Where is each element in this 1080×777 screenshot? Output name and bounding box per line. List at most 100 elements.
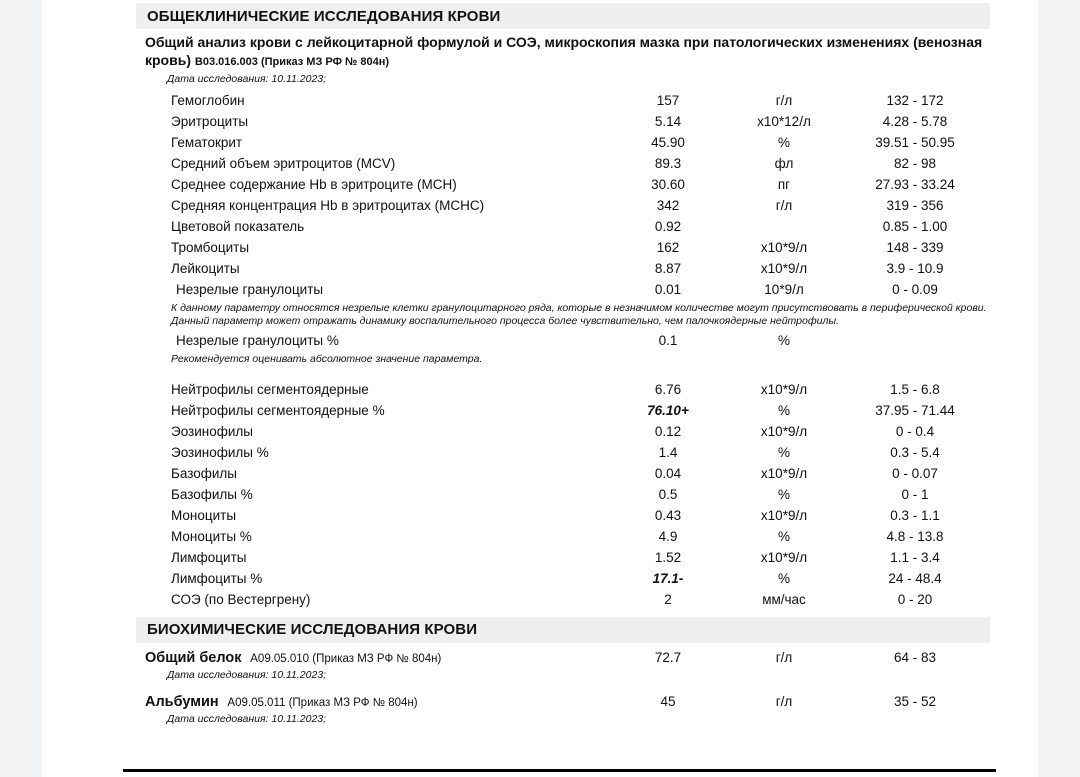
test-value: 0.12 bbox=[654, 423, 682, 439]
section-title: ОБЩЕКЛИНИЧЕСКИЕ ИССЛЕДОВАНИЯ КРОВИ bbox=[147, 7, 501, 25]
test-row: Гемоглобин 157 г/л 132 - 172 bbox=[136, 90, 990, 111]
reference-range: 82 - 98 bbox=[893, 156, 937, 171]
reference-range: 27.93 - 33.24 bbox=[875, 177, 955, 192]
test-row: Моноциты 0.43 х10*9/л 0.3 - 1.1 bbox=[136, 505, 990, 526]
test-unit: х10*9/л bbox=[760, 240, 808, 255]
test-value: 76.10+ bbox=[647, 402, 689, 418]
reference-range: 1.5 - 6.8 bbox=[890, 381, 940, 397]
test-name: Эритроциты bbox=[171, 114, 249, 129]
test-name: Лимфоциты bbox=[171, 549, 247, 565]
reference-range: 37.95 - 71.44 bbox=[875, 402, 955, 418]
test-name: Базофилы % bbox=[171, 486, 253, 502]
test-name: Незрелые гранулоциты bbox=[176, 282, 324, 297]
test-row: Эритроциты 5.14 х10*12/л 4.28 - 5.78 bbox=[136, 111, 990, 132]
test-row: Незрелые гранулоциты 0.01 10*9/л 0 - 0.0… bbox=[136, 279, 990, 300]
test-unit: фл bbox=[774, 156, 794, 171]
test-name: Средний объем эритроцитов (MCV) bbox=[171, 156, 396, 171]
test-row: СОЭ (по Вестергрену) 2 мм/час 0 - 20 bbox=[136, 589, 990, 610]
reference-range: 3.9 - 10.9 bbox=[886, 261, 944, 276]
section-header-biochemistry: БИОХИМИЧЕСКИЕ ИССЛЕДОВАНИЯ КРОВИ bbox=[136, 616, 990, 643]
reference-range: 24 - 48.4 bbox=[888, 570, 942, 586]
biochemistry-test-row: Общий белок А09.05.010 (Приказ МЗ РФ № 8… bbox=[136, 650, 990, 666]
test-name-cell: Общий белок А09.05.010 (Приказ МЗ РФ № 8… bbox=[136, 650, 608, 666]
test-value: 342 bbox=[656, 198, 680, 213]
test-value: 72.7 bbox=[654, 649, 682, 665]
test-value: 0.43 bbox=[654, 507, 682, 523]
test-name: Тромбоциты bbox=[171, 240, 250, 255]
test-unit: х10*9/л bbox=[760, 261, 808, 276]
test-code: В03.016.003 (Приказ МЗ РФ № 804н) bbox=[194, 55, 390, 68]
test-name: Эозинофилы bbox=[171, 423, 253, 439]
test-unit: г/л bbox=[775, 693, 793, 709]
test-row: Эозинофилы % 1.4 % 0.3 - 5.4 bbox=[136, 442, 990, 463]
results-table: Гемоглобин 157 г/л 132 - 172 Эритроциты … bbox=[136, 90, 990, 610]
test-row: Нейтрофилы сегментоядерные % 76.10+ % 37… bbox=[136, 400, 990, 421]
reference-range: 1.1 - 3.4 bbox=[890, 549, 940, 565]
test-unit: х10*9/л bbox=[760, 423, 808, 439]
study-date: Дата исследования: 10.11.2023; bbox=[167, 668, 327, 681]
test-value: 1.4 bbox=[658, 444, 678, 460]
test-unit: % bbox=[777, 528, 790, 544]
reference-range: 0 - 20 bbox=[897, 591, 933, 607]
reference-range: 0 - 0.4 bbox=[895, 423, 935, 439]
test-unit: х10*9/л bbox=[760, 381, 808, 397]
test-value: 4.9 bbox=[658, 528, 678, 544]
test-row: Лейкоциты 8.87 х10*9/л 3.9 - 10.9 bbox=[136, 258, 990, 279]
test-name: Гемоглобин bbox=[171, 93, 245, 108]
panel-test-title: Общий анализ крови с лейкоцитарной форму… bbox=[145, 34, 985, 71]
test-value: 17.1- bbox=[652, 570, 684, 586]
test-name: Цветовой показатель bbox=[171, 219, 305, 234]
test-value: 0.5 bbox=[658, 486, 678, 502]
reference-range: 132 - 172 bbox=[886, 93, 944, 108]
test-name: Нейтрофилы сегментоядерные bbox=[171, 381, 369, 397]
test-row: Базофилы % 0.5 % 0 - 1 bbox=[136, 484, 990, 505]
test-unit: х10*9/л bbox=[760, 507, 808, 523]
study-date: Дата исследования: 10.11.2023; bbox=[167, 712, 327, 725]
test-row: Лимфоциты 1.52 х10*9/л 1.1 - 3.4 bbox=[136, 547, 990, 568]
test-row: Средний объем эритроцитов (MCV) 89.3 фл … bbox=[136, 153, 990, 174]
test-row: Незрелые гранулоциты % 0.1 % bbox=[136, 330, 990, 351]
test-unit: х10*9/л bbox=[760, 549, 808, 565]
test-row: Среднее содержание Hb в эритроците (MCH)… bbox=[136, 174, 990, 195]
section-title: БИОХИМИЧЕСКИЕ ИССЛЕДОВАНИЯ КРОВИ bbox=[147, 621, 478, 638]
test-unit: % bbox=[777, 444, 790, 460]
test-row: Гематокрит 45.90 % 39.51 - 50.95 bbox=[136, 132, 990, 153]
test-row: Лимфоциты % 17.1- % 24 - 48.4 bbox=[136, 568, 990, 589]
test-name: Альбумин bbox=[145, 693, 219, 710]
test-name: Гематокрит bbox=[171, 135, 243, 150]
reference-range: 0.3 - 5.4 bbox=[890, 444, 940, 460]
test-unit: % bbox=[777, 333, 790, 348]
test-value: 162 bbox=[656, 240, 680, 255]
test-name: Лейкоциты bbox=[171, 261, 240, 276]
reference-range: 64 - 83 bbox=[893, 649, 937, 665]
test-value: 5.14 bbox=[654, 114, 682, 129]
reference-range: 4.8 - 13.8 bbox=[886, 528, 944, 544]
spacer bbox=[136, 369, 990, 379]
note-text: Рекомендуется оценивать абсолютное значе… bbox=[171, 353, 483, 365]
test-value: 0.92 bbox=[654, 219, 682, 234]
test-name: Базофилы bbox=[171, 465, 237, 481]
test-row: Цветовой показатель 0.92 0.85 - 1.00 bbox=[136, 216, 990, 237]
report-content: ОБЩЕКЛИНИЧЕСКИЕ ИССЛЕДОВАНИЯ КРОВИ Общий… bbox=[136, 0, 990, 725]
section-header-general-clinical: ОБЩЕКЛИНИЧЕСКИЕ ИССЛЕДОВАНИЯ КРОВИ bbox=[136, 3, 990, 29]
test-value: 0.01 bbox=[654, 282, 682, 297]
test-name: Нейтрофилы сегментоядерные % bbox=[171, 402, 385, 418]
test-row: Моноциты % 4.9 % 4.8 - 13.8 bbox=[136, 526, 990, 547]
test-name-cell: Альбумин А09.05.011 (Приказ МЗ РФ № 804н… bbox=[136, 694, 608, 710]
reference-range: 35 - 52 bbox=[893, 693, 937, 709]
test-code: А09.05.011 (Приказ МЗ РФ № 804н) bbox=[227, 696, 418, 709]
test-name: Моноциты % bbox=[171, 528, 252, 544]
study-date: Дата исследования: 10.11.2023; bbox=[167, 73, 327, 85]
biochemistry-test: Альбумин А09.05.011 (Приказ МЗ РФ № 804н… bbox=[136, 694, 990, 725]
test-name: Моноциты bbox=[171, 507, 237, 523]
test-row: Нейтрофилы сегментоядерные 6.76 х10*9/л … bbox=[136, 379, 990, 400]
biochemistry-test: Общий белок А09.05.010 (Приказ МЗ РФ № 8… bbox=[136, 650, 990, 681]
test-value: 45 bbox=[660, 693, 676, 709]
test-unit: пг bbox=[777, 177, 791, 192]
test-value: 6.76 bbox=[654, 381, 682, 397]
test-unit: г/л bbox=[775, 198, 793, 213]
test-name: Эозинофилы % bbox=[171, 444, 269, 460]
test-name: Среднее содержание Hb в эритроците (MCH) bbox=[171, 177, 457, 192]
footer-divider-line bbox=[123, 769, 996, 772]
